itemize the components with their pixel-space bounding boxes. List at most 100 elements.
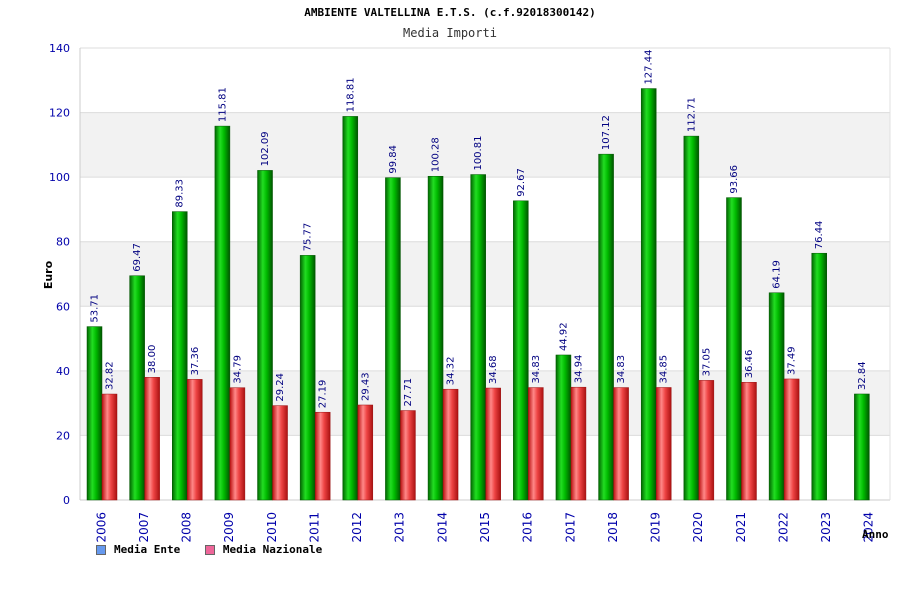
x-tick-label: 2007 bbox=[137, 512, 151, 543]
value-label: 34.32 bbox=[446, 357, 457, 386]
x-tick-label: 2024 bbox=[862, 512, 876, 543]
bar-media-ente-2009 bbox=[214, 125, 231, 501]
value-label: 64.19 bbox=[772, 260, 783, 289]
y-tick-label: 0 bbox=[63, 494, 70, 507]
bar-media-ente-2006 bbox=[86, 326, 103, 501]
bar-media-ente-2010 bbox=[257, 170, 273, 501]
value-label: 34.83 bbox=[531, 355, 542, 384]
value-label: 99.84 bbox=[388, 145, 399, 174]
value-label: 69.47 bbox=[132, 243, 143, 272]
bar-media-nazionale-2020 bbox=[698, 380, 715, 501]
bar-media-ente-2019 bbox=[640, 88, 657, 501]
y-axis-label: Euro bbox=[42, 260, 55, 289]
y-tick-label: 20 bbox=[56, 429, 70, 442]
legend: Media Ente Media Nazionale bbox=[96, 543, 340, 558]
value-label: 29.24 bbox=[275, 373, 286, 402]
bar-media-nazionale-2018 bbox=[613, 387, 629, 501]
value-label: 37.49 bbox=[787, 346, 798, 375]
value-label: 92.67 bbox=[516, 168, 527, 197]
y-tick-label: 120 bbox=[49, 107, 70, 120]
bar-media-ente-2011 bbox=[299, 255, 316, 501]
bar-media-ente-2021 bbox=[726, 197, 742, 501]
value-label: 112.71 bbox=[686, 97, 697, 132]
bar-media-nazionale-2013 bbox=[400, 410, 416, 501]
value-label: 107.12 bbox=[601, 115, 612, 150]
bar-media-ente-2018 bbox=[598, 153, 614, 501]
legend-item-media-ente: Media Ente bbox=[96, 543, 180, 556]
value-label: 118.81 bbox=[345, 77, 356, 112]
value-label: 93.66 bbox=[729, 165, 740, 194]
value-label: 32.82 bbox=[105, 361, 116, 390]
x-tick-label: 2008 bbox=[180, 512, 194, 543]
x-tick-label: 2023 bbox=[819, 512, 833, 543]
value-label: 100.81 bbox=[473, 136, 484, 171]
x-tick-label: 2022 bbox=[776, 512, 790, 543]
value-label: 53.71 bbox=[90, 294, 101, 323]
value-label: 27.19 bbox=[318, 380, 329, 409]
chart-title: AMBIENTE VALTELLINA E.T.S. (c.f.92018300… bbox=[304, 6, 596, 19]
y-tick-label: 60 bbox=[56, 300, 70, 313]
bar-media-ente-2012 bbox=[342, 116, 359, 501]
y-tick-label: 80 bbox=[56, 236, 70, 249]
value-label: 76.44 bbox=[814, 221, 825, 250]
value-label: 34.85 bbox=[659, 355, 670, 384]
x-tick-label: 2019 bbox=[649, 512, 663, 543]
bar-media-ente-2008 bbox=[172, 211, 188, 501]
bar-media-nazionale-2011 bbox=[314, 411, 331, 501]
x-tick-label: 2020 bbox=[691, 512, 705, 543]
bar-media-nazionale-2006 bbox=[101, 393, 118, 501]
x-tick-label: 2006 bbox=[94, 512, 108, 543]
x-tick-label: 2017 bbox=[563, 512, 577, 543]
bar-media-ente-2014 bbox=[427, 175, 444, 501]
y-tick-label: 140 bbox=[49, 42, 70, 55]
legend-label-media-nazionale: Media Nazionale bbox=[222, 543, 323, 556]
bar-media-ente-2007 bbox=[129, 275, 145, 501]
legend-label-media-ente: Media Ente bbox=[114, 543, 181, 556]
value-label: 34.83 bbox=[616, 355, 627, 384]
value-label: 127.44 bbox=[644, 50, 655, 85]
x-tick-label: 2011 bbox=[307, 512, 321, 543]
chart-subtitle: Media Importi bbox=[403, 26, 497, 40]
bar-media-nazionale-2014 bbox=[442, 388, 459, 501]
x-tick-label: 2018 bbox=[606, 512, 620, 543]
x-tick-label: 2014 bbox=[435, 512, 449, 543]
value-label: 115.81 bbox=[217, 87, 228, 122]
bar-media-nazionale-2009 bbox=[229, 387, 246, 501]
x-tick-label: 2021 bbox=[734, 512, 748, 543]
value-label: 102.09 bbox=[260, 131, 271, 166]
bar-media-ente-2016 bbox=[513, 200, 529, 501]
bar-media-nazionale-2008 bbox=[187, 379, 203, 501]
value-label: 34.79 bbox=[232, 355, 243, 384]
value-label: 44.92 bbox=[558, 322, 569, 351]
bar-media-nazionale-2007 bbox=[144, 377, 160, 501]
value-label: 75.77 bbox=[303, 223, 314, 252]
bar-media-nazionale-2012 bbox=[357, 404, 374, 501]
x-tick-label: 2013 bbox=[393, 512, 407, 543]
y-tick-label: 40 bbox=[56, 365, 70, 378]
x-tick-label: 2015 bbox=[478, 512, 492, 543]
x-axis-label: Anno bbox=[862, 528, 889, 541]
x-tick-label: 2010 bbox=[265, 512, 279, 543]
value-label: 36.46 bbox=[744, 350, 755, 379]
value-label: 38.00 bbox=[147, 345, 158, 374]
bar-media-ente-2020 bbox=[683, 135, 700, 501]
value-label: 32.84 bbox=[857, 361, 868, 390]
value-label: 34.94 bbox=[573, 355, 584, 384]
bar-media-nazionale-2022 bbox=[783, 378, 800, 501]
value-label: 29.43 bbox=[360, 372, 371, 401]
value-label: 89.33 bbox=[175, 179, 186, 208]
y-tick-label: 100 bbox=[49, 171, 70, 184]
bar-media-ente-2022 bbox=[768, 292, 785, 501]
bar-media-ente-2024 bbox=[854, 393, 870, 501]
value-label: 37.36 bbox=[190, 347, 201, 376]
bar-media-nazionale-2021 bbox=[741, 382, 757, 501]
x-tick-label: 2016 bbox=[521, 512, 535, 543]
value-label: 100.28 bbox=[431, 137, 442, 172]
bar-media-ente-2023 bbox=[811, 252, 827, 501]
value-label: 27.71 bbox=[403, 378, 414, 407]
legend-item-media-nazionale: Media Nazionale bbox=[204, 543, 323, 556]
bar-media-ente-2015 bbox=[470, 174, 486, 501]
bar-media-ente-2017 bbox=[555, 354, 572, 501]
legend-swatch-media-nazionale bbox=[204, 544, 215, 555]
